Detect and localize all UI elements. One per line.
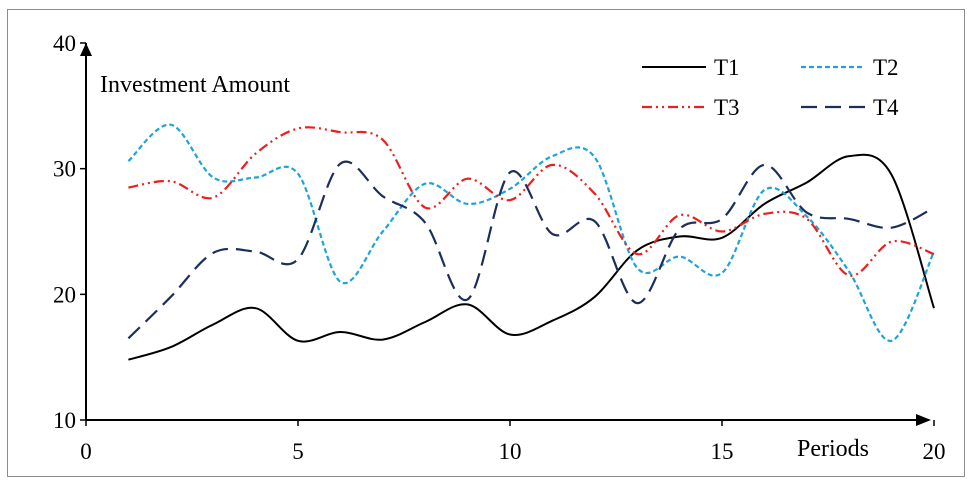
x-tick-label: 5: [292, 439, 304, 464]
legend-label-t2: T2: [873, 55, 899, 80]
series-layer: [127, 123, 935, 361]
x-axis-title: Periods: [797, 436, 869, 462]
legend: T1 T2 T3 T4: [642, 55, 899, 120]
y-tick-label: 20: [53, 282, 76, 307]
y-tick-label: 40: [53, 31, 76, 56]
x-tick-label: 15: [711, 439, 734, 464]
axis-ticks: 10 20 30 40 0 5 10 15 20: [53, 31, 946, 464]
x-tick-label: 0: [80, 439, 92, 464]
series-line-t4: [127, 160, 935, 340]
series-line-t3: [128, 126, 935, 277]
x-axis-arrow: [916, 414, 931, 426]
y-axis-arrow: [80, 43, 92, 56]
x-tick-label: 10: [499, 439, 522, 464]
legend-label-t3: T3: [714, 95, 740, 120]
x-tick-label: 20: [923, 439, 946, 464]
series-line-t1: [128, 153, 935, 361]
chart-frame: 10 20 30 40 0 5 10 15 20 Investment Amount Perio…: [7, 9, 965, 477]
y-axis-title: Investment Amount: [100, 72, 290, 98]
legend-label-t4: T4: [873, 95, 899, 120]
series-line-t2: [127, 123, 935, 342]
y-tick-label: 10: [53, 408, 76, 433]
line-chart: 10 20 30 40 0 5 10 15 20 Investment Amount Perio…: [53, 31, 946, 464]
legend-label-t1: T1: [714, 55, 740, 80]
y-tick-label: 30: [53, 157, 76, 182]
